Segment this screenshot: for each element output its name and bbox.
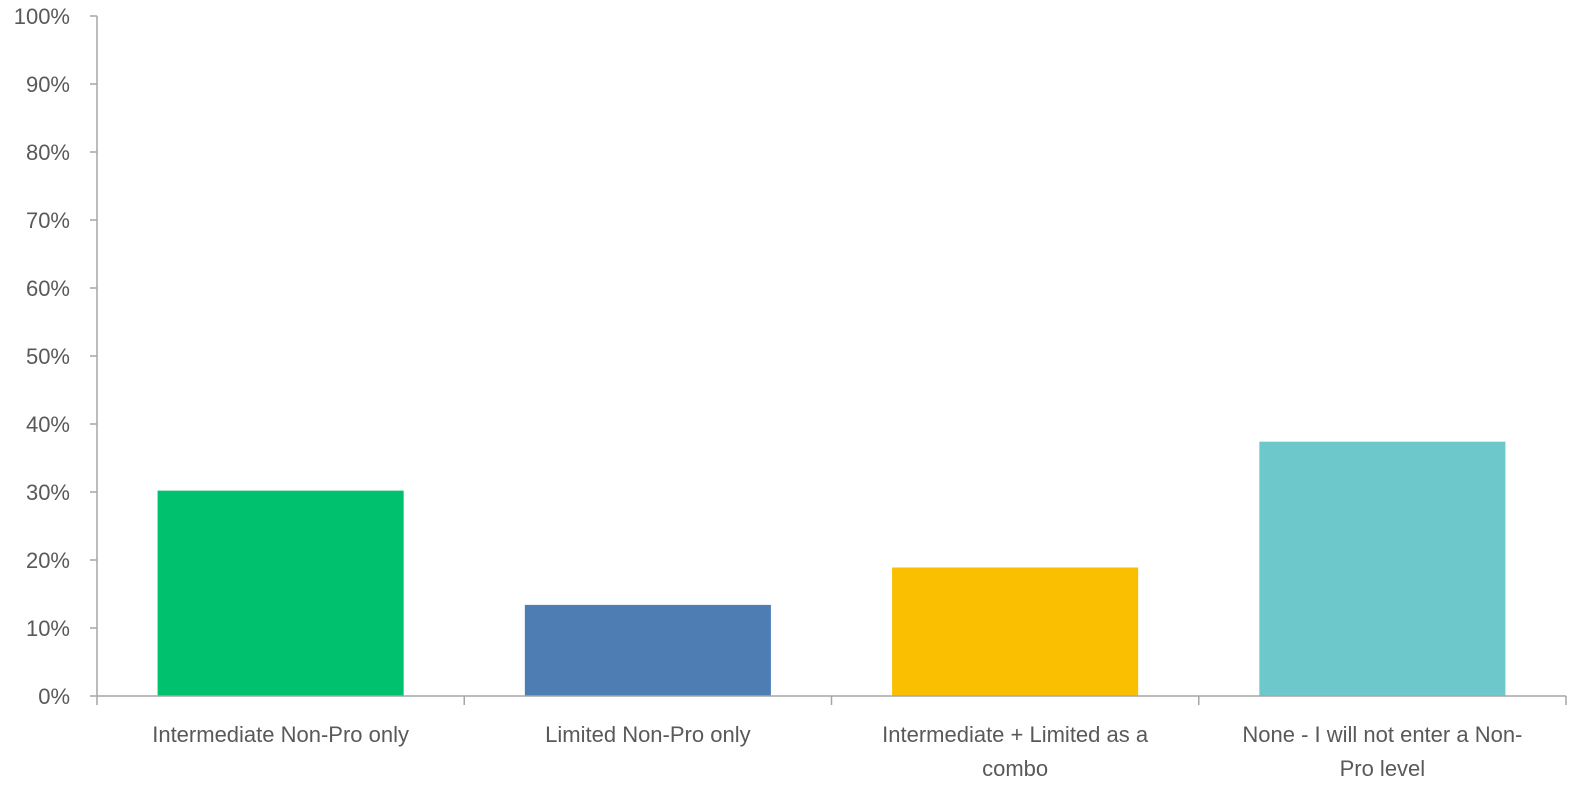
y-tick-label: 70%	[26, 208, 70, 233]
bar	[157, 490, 404, 696]
y-tick-label: 30%	[26, 480, 70, 505]
x-category-label: None - I will not enter a Non-	[1242, 722, 1522, 747]
y-tick-label: 100%	[14, 4, 70, 29]
y-tick-label: 10%	[26, 616, 70, 641]
x-category-label: Intermediate Non-Pro only	[152, 722, 409, 747]
y-tick-label: 20%	[26, 548, 70, 573]
x-category-label: Intermediate + Limited as a	[882, 722, 1149, 747]
bars	[157, 441, 1506, 696]
y-tick-label: 80%	[26, 140, 70, 165]
bar	[892, 567, 1139, 696]
y-tick-label: 90%	[26, 72, 70, 97]
y-tick-label: 60%	[26, 276, 70, 301]
bar	[1259, 441, 1506, 696]
bar	[524, 604, 771, 696]
y-axis: 0% 10% 20% 30% 40% 50% 60% 70% 80% 90% 100%	[14, 4, 98, 709]
y-tick-label: 0%	[38, 684, 70, 709]
x-category-label: combo	[982, 756, 1048, 781]
x-category-label: Pro level	[1340, 756, 1426, 781]
x-axis: Intermediate Non-Pro only Limited Non-Pro…	[96, 695, 1567, 781]
y-tick-label: 40%	[26, 412, 70, 437]
x-category-label: Limited Non-Pro only	[545, 722, 750, 747]
y-tick-label: 50%	[26, 344, 70, 369]
